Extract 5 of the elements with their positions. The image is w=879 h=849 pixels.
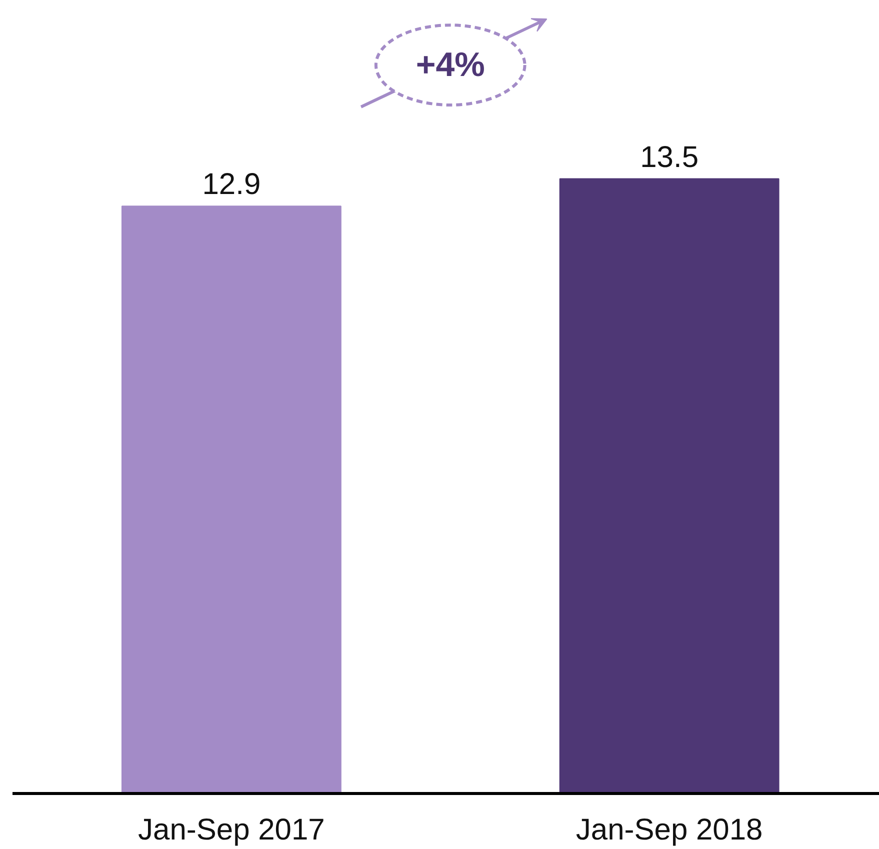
data-label: 13.5 — [640, 140, 699, 174]
x-tick-label: Jan-Sep 2018 — [576, 814, 763, 846]
text: +4% — [416, 46, 485, 84]
data-label: 12.9 — [202, 168, 261, 202]
x-tick-label: Jan-Sep 2017 — [138, 814, 325, 846]
